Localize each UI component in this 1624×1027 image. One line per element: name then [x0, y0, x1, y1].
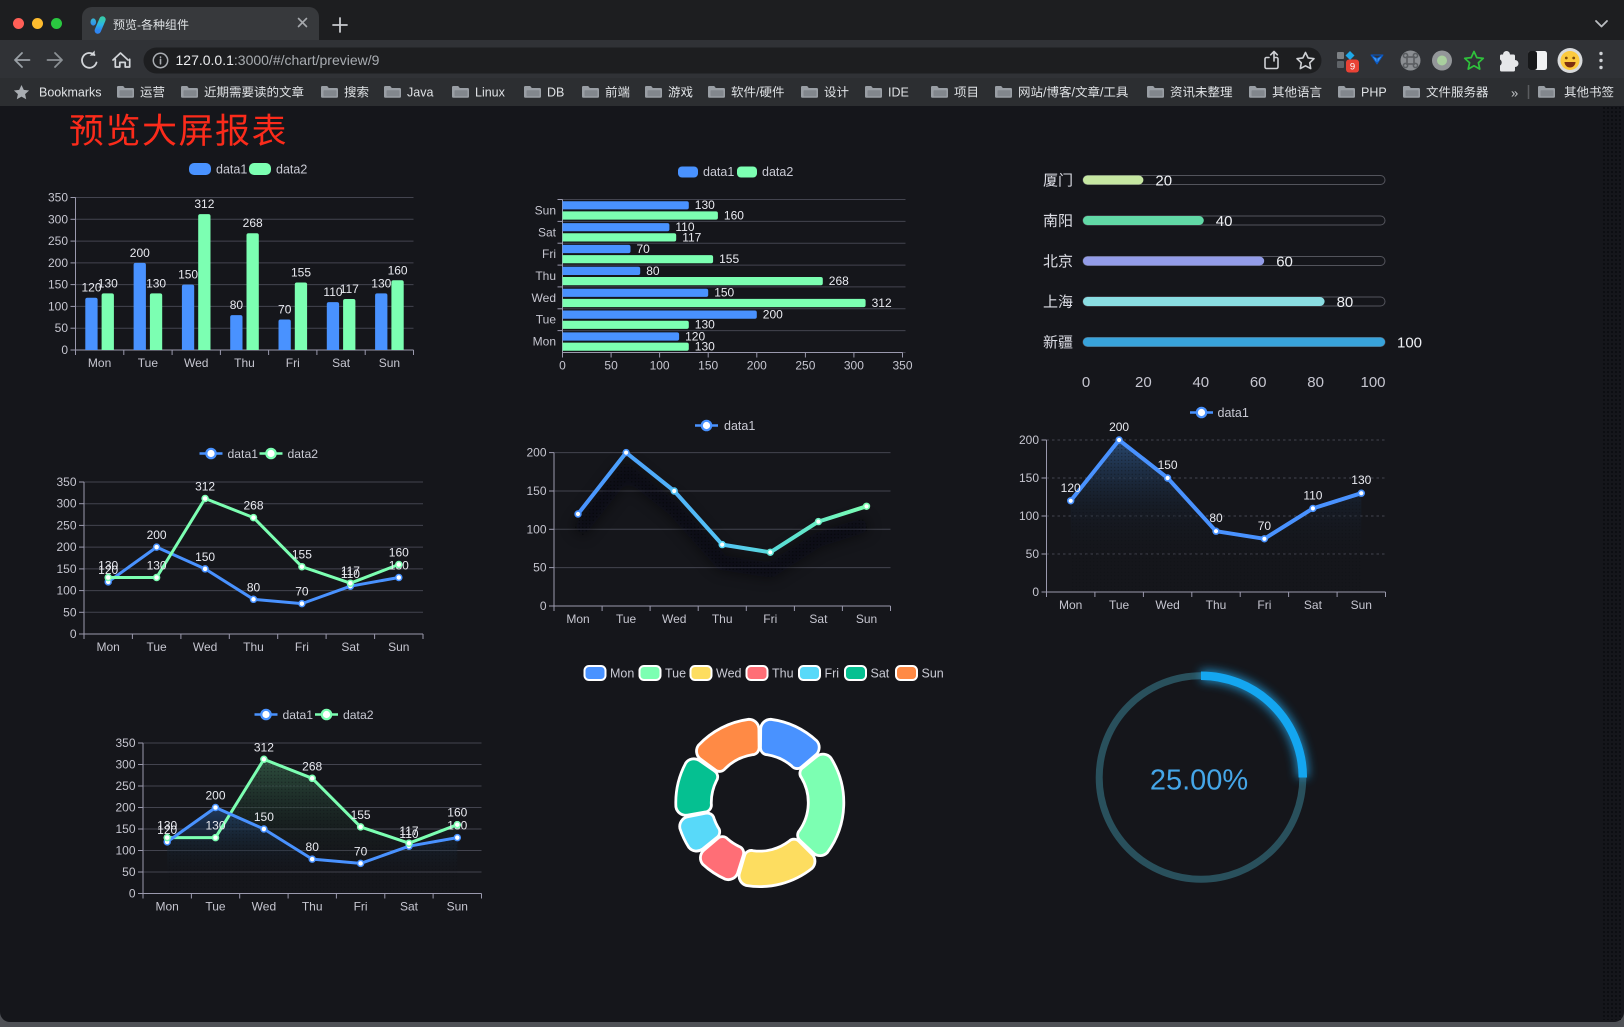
svg-text:前端: 前端	[605, 86, 630, 100]
svg-text:PHP: PHP	[1361, 86, 1387, 100]
svg-text:其他语言: 其他语言	[1272, 86, 1322, 100]
svg-text:Bookmarks: Bookmarks	[39, 86, 102, 100]
svg-text:»: »	[1511, 86, 1518, 101]
svg-text:近期需要读的文章: 近期需要读的文章	[204, 86, 304, 100]
svg-text:DB: DB	[547, 86, 564, 100]
svg-text:资讯未整理: 资讯未整理	[1170, 86, 1233, 100]
svg-text:Java: Java	[407, 86, 433, 100]
svg-text:项目: 项目	[954, 86, 979, 100]
svg-text:Linux: Linux	[475, 86, 506, 100]
svg-text:9: 9	[1350, 62, 1355, 73]
svg-text:文件服务器: 文件服务器	[1426, 86, 1489, 100]
svg-text:设计: 设计	[824, 86, 849, 100]
svg-text:搜索: 搜索	[344, 86, 369, 100]
svg-text:其他书签: 其他书签	[1564, 86, 1615, 100]
svg-text:IDE: IDE	[888, 86, 909, 100]
svg-text:游戏: 游戏	[668, 86, 693, 100]
svg-text:运营: 运营	[140, 86, 165, 100]
svg-text:网站/博客/文章/工具: 网站/博客/文章/工具	[1018, 86, 1129, 100]
svg-text:软件/硬件: 软件/硬件	[731, 86, 784, 100]
svg-text:127.0.0.1:3000/#/chart/preview: 127.0.0.1:3000/#/chart/preview/9	[176, 52, 380, 68]
